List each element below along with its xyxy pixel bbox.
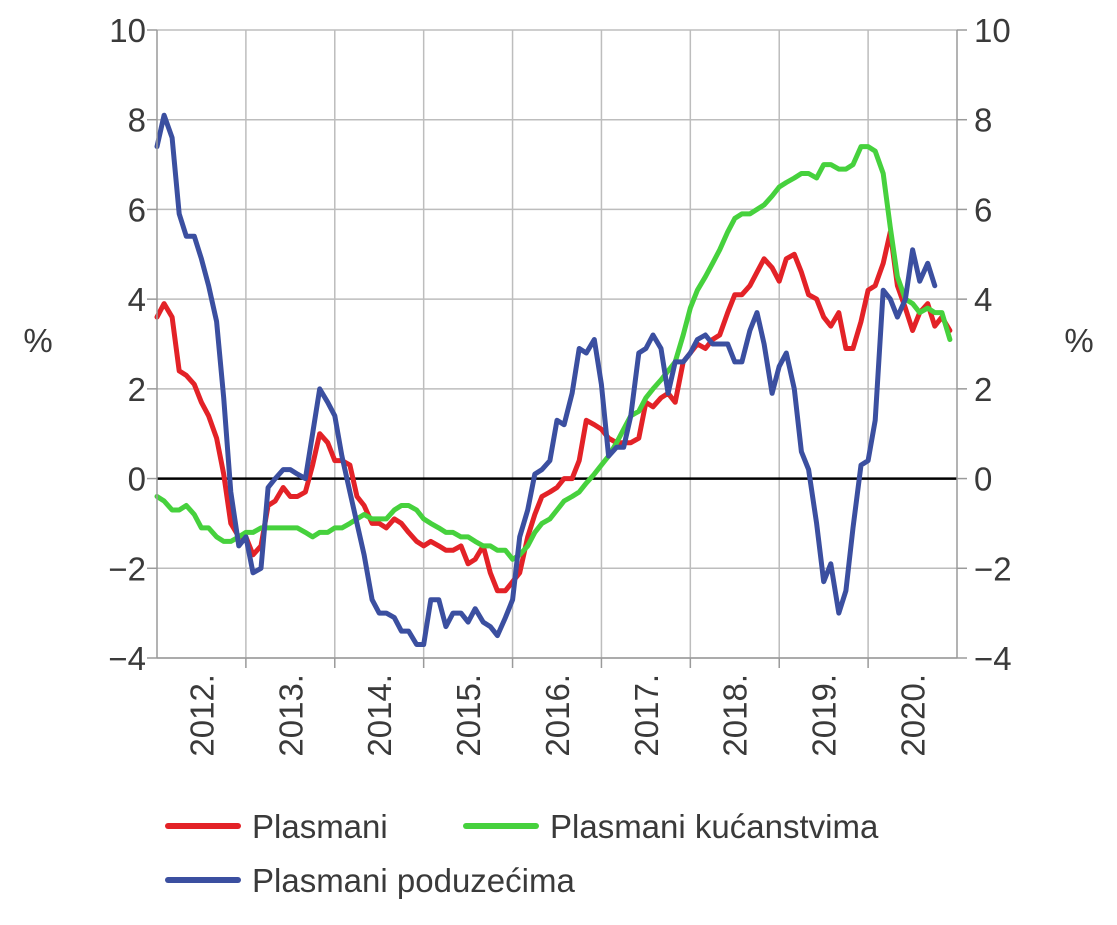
x-tick-label: 2017.: [628, 674, 665, 757]
legend-label-0: Plasmani: [252, 808, 388, 845]
series-line-1: [154, 144, 953, 562]
series-lines: [154, 112, 953, 647]
x-tick-label: 2016.: [539, 674, 576, 757]
x-tick-label: 2018.: [717, 674, 754, 757]
y-tick-label-right: 8: [974, 102, 992, 139]
grid: [157, 29, 957, 659]
x-tick-label: 2014.: [361, 674, 398, 757]
y-tick-label-right: 0: [974, 461, 992, 498]
x-tick-label: 2013.: [272, 674, 309, 757]
x-tick-label: 2020.: [895, 674, 932, 757]
legend-label-1: Plasmani kućanstvima: [550, 808, 879, 845]
legend: Plasmani Plasmani kućanstvima Plasmani pod…: [165, 808, 879, 899]
y-tick-label-right: 2: [974, 371, 992, 408]
x-tick-labels: 2012. 2013. 2014. 2015. 2016. 2017. 2018. 2019.…: [183, 674, 931, 757]
y-tick-label-left: 0: [128, 461, 146, 498]
x-tick-label: 2012.: [183, 674, 220, 757]
y-tick-label-left: 4: [128, 281, 146, 318]
plot-frame: [147, 29, 967, 668]
y-axis-unit-left: %: [23, 322, 52, 359]
series-line-2: [154, 112, 938, 647]
y-tick-label-right: 4: [974, 281, 992, 318]
y-tick-label-left: 8: [128, 102, 146, 139]
y-tick-label-left: 2: [128, 371, 146, 408]
y-axis-unit-right: %: [1064, 322, 1093, 359]
x-tick-label: 2015.: [450, 674, 487, 757]
x-tick-label: 2019.: [806, 674, 843, 757]
y-tick-label-right: −4: [974, 640, 1012, 677]
y-tick-label-left: 10: [109, 12, 146, 49]
y-tick-labels: 10 10 8 8 6 6 4 4 2 2 0 0 −2 −2 −4 −4: [108, 12, 1011, 677]
series-line-0: [154, 229, 953, 594]
y-tick-label-right: 10: [974, 12, 1011, 49]
y-tick-label-left: 6: [128, 191, 146, 228]
y-tick-label-left: −4: [108, 640, 146, 677]
y-tick-label-right: 6: [974, 191, 992, 228]
y-tick-label-left: −2: [108, 550, 146, 587]
y-tick-label-right: −2: [974, 550, 1012, 587]
legend-label-2: Plasmani poduzećima: [252, 862, 575, 899]
